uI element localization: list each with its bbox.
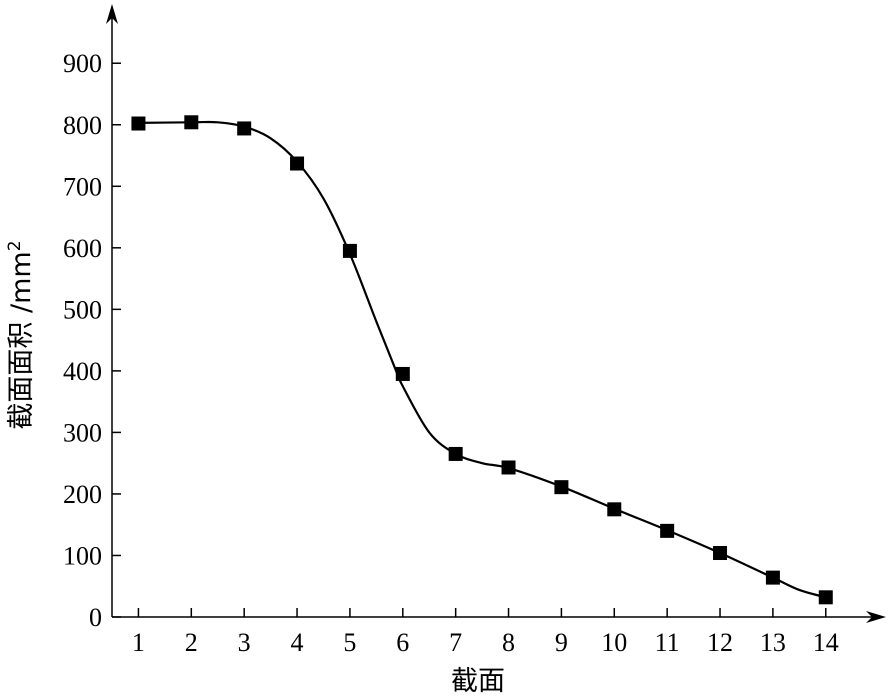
x-axis: 1 2 3 4 5 6 7 8 9 10 11 12 13 14 xyxy=(112,608,886,657)
x-tick-label-4: 4 xyxy=(291,628,304,657)
y-axis-title-superscript: 2 xyxy=(5,240,25,251)
y-tick-label-0: 0 xyxy=(89,603,102,632)
x-tick-label-14: 14 xyxy=(813,628,839,657)
x-tick-label-7: 7 xyxy=(449,628,462,657)
y-tick-label-800: 800 xyxy=(63,111,102,140)
y-tick-label-200: 200 xyxy=(63,480,102,509)
series-curve xyxy=(138,120,827,599)
data-point-2 xyxy=(184,115,199,130)
x-tick-label-11: 11 xyxy=(655,628,680,657)
x-tick-label-2: 2 xyxy=(185,628,198,657)
y-tick-label-100: 100 xyxy=(63,541,102,570)
y-tick-label-400: 400 xyxy=(63,357,102,386)
data-point-11 xyxy=(660,523,675,538)
x-tick-label-3: 3 xyxy=(238,628,251,657)
data-point-14 xyxy=(818,590,833,605)
y-axis-title: 截面面积 /mm2 xyxy=(5,240,37,429)
data-point-12 xyxy=(713,546,728,561)
data-point-5 xyxy=(342,243,357,258)
data-point-9 xyxy=(554,480,569,495)
x-tick-label-8: 8 xyxy=(502,628,515,657)
y-tick-label-500: 500 xyxy=(63,295,102,324)
data-point-7 xyxy=(448,446,463,461)
data-point-10 xyxy=(607,502,622,517)
y-tick-label-600: 600 xyxy=(63,234,102,263)
data-point-3 xyxy=(237,121,252,136)
y-tick-label-900: 900 xyxy=(63,49,102,78)
x-axis-arrowhead xyxy=(866,611,886,623)
x-ticks: 1 2 3 4 5 6 7 8 9 10 11 12 13 14 xyxy=(132,608,839,657)
x-tick-label-1: 1 xyxy=(132,628,145,657)
x-tick-label-6: 6 xyxy=(396,628,409,657)
y-tick-label-700: 700 xyxy=(63,172,102,201)
data-point-6 xyxy=(395,366,410,381)
data-point-4 xyxy=(290,156,305,171)
x-axis-title: 截面 xyxy=(451,666,505,697)
x-tick-label-5: 5 xyxy=(343,628,356,657)
data-point-1 xyxy=(131,116,146,131)
y-axis-title-text: 截面面积 /mm xyxy=(6,251,37,429)
y-tick-label-300: 300 xyxy=(63,418,102,447)
series-markers xyxy=(131,115,833,605)
x-tick-label-13: 13 xyxy=(760,628,786,657)
y-axis: 0 100 200 300 400 500 600 700 800 900 xyxy=(63,4,121,632)
data-point-13 xyxy=(765,570,780,585)
y-ticks: 0 100 200 300 400 500 600 700 800 900 xyxy=(63,49,121,632)
y-axis-arrowhead xyxy=(106,4,118,24)
x-tick-label-10: 10 xyxy=(601,628,627,657)
x-tick-label-9: 9 xyxy=(555,628,568,657)
x-tick-label-12: 12 xyxy=(707,628,733,657)
data-point-8 xyxy=(501,460,516,475)
